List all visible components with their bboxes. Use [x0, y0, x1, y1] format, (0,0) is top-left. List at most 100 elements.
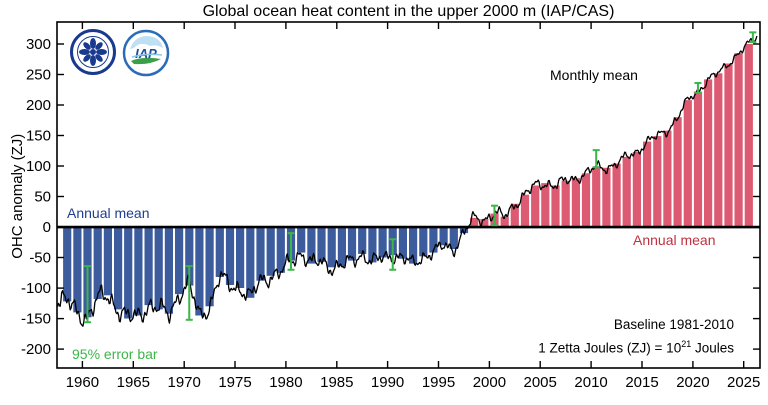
y-tick-label: -150	[21, 311, 51, 328]
annual-mean-bar	[409, 227, 418, 264]
y-tick-label: 300	[26, 36, 51, 53]
zetta-joules-note: 1 Zetta Joules (ZJ) = 1021 Joules	[538, 339, 734, 356]
annual-mean-label-negative: Annual mean	[67, 205, 150, 221]
annual-mean-bar	[520, 194, 530, 227]
x-tick-label: 2010	[574, 374, 607, 391]
x-tick-label: 2020	[676, 374, 709, 391]
x-tick-label: 2015	[625, 374, 658, 391]
annual-mean-bar	[205, 227, 214, 307]
y-tick-label: 0	[43, 219, 51, 236]
institution-logos: IAP	[70, 29, 170, 77]
x-tick-label: 1995	[422, 374, 455, 391]
annual-mean-bar	[470, 217, 479, 228]
annual-mean-bar	[297, 227, 306, 253]
plot-frame	[56, 21, 761, 369]
annual-mean-bar	[592, 167, 601, 227]
annual-mean-bar	[358, 227, 367, 254]
x-tick-label: 2000	[473, 374, 506, 391]
x-tick-label: 1975	[218, 374, 251, 391]
annual-mean-bar	[225, 227, 235, 285]
annual-mean-bar	[724, 63, 733, 227]
annual-mean-bar	[398, 227, 407, 259]
chart-notes: Baseline 1981-2010 1 Zetta Joules (ZJ) =…	[538, 317, 734, 363]
y-tick-label: -100	[21, 280, 51, 297]
y-tick-label: -50	[29, 250, 51, 267]
annual-mean-bar	[63, 227, 72, 302]
error-bar	[592, 149, 600, 169]
annual-mean-bar	[175, 227, 184, 295]
annual-mean-bar	[551, 185, 560, 227]
annual-mean-bar	[276, 227, 285, 273]
error-bar	[389, 238, 397, 271]
annual-mean-bar	[114, 227, 123, 310]
cas-logo-icon	[70, 29, 116, 75]
x-tick-label: 1960	[66, 374, 99, 391]
annual-mean-bar	[103, 227, 112, 296]
error-bar	[287, 232, 295, 271]
x-tick-label: 1965	[117, 374, 150, 391]
x-tick-label: 2025	[727, 374, 760, 391]
annual-mean-bar	[246, 227, 255, 298]
annual-mean-bar	[744, 44, 753, 228]
iap-logo-text: IAP	[135, 46, 157, 61]
annual-mean-bar	[378, 227, 387, 258]
annual-mean-bar	[439, 227, 448, 246]
annual-mean-bar	[602, 167, 611, 227]
x-tick-label: 2005	[524, 374, 557, 391]
annual-mean-bar	[215, 227, 224, 277]
annual-mean-bar	[337, 227, 346, 267]
annual-mean-bar	[632, 152, 641, 228]
baseline-note: Baseline 1981-2010	[613, 317, 734, 332]
annual-mean-bar	[581, 173, 591, 227]
annual-mean-bar	[124, 227, 133, 319]
annual-mean-bar	[510, 203, 519, 227]
annual-mean-bar	[531, 185, 540, 227]
annual-mean-bar	[144, 227, 153, 306]
iap-logo-icon: IAP	[122, 29, 170, 77]
annual-mean-bar	[195, 227, 204, 316]
annual-mean-bar	[693, 91, 703, 228]
annual-mean-bar	[449, 227, 458, 249]
annual-mean-bar	[307, 227, 316, 264]
annual-mean-bar	[612, 163, 621, 228]
y-tick-label: 150	[26, 128, 51, 145]
error-bar	[694, 82, 702, 94]
annual-mean-bar	[643, 141, 652, 227]
annual-mean-bar	[256, 227, 265, 281]
annual-mean-bar	[317, 227, 326, 262]
annual-mean-bar	[368, 227, 377, 263]
annual-mean-label-positive: Annual mean	[633, 232, 716, 248]
error-bar-label: 95% error bar	[72, 346, 158, 362]
x-tick-label: 1970	[168, 374, 201, 391]
annual-mean-bar	[571, 178, 580, 227]
monthly-mean-label: Monthly mean	[550, 67, 638, 83]
y-tick-label: 250	[26, 67, 51, 84]
annual-mean-bar	[561, 180, 570, 228]
annual-mean-bar	[327, 227, 336, 268]
annual-mean-bar	[236, 227, 245, 288]
x-tick-label: 1985	[320, 374, 353, 391]
annual-mean-bar	[185, 227, 194, 286]
annual-mean-bar	[429, 227, 438, 253]
annual-mean-bar	[714, 73, 723, 228]
y-tick-label: -200	[21, 341, 51, 358]
annual-mean-bar	[266, 227, 275, 276]
annual-mean-bar	[704, 79, 713, 228]
error-bar	[185, 265, 193, 321]
chart-title: Global ocean heat content in the upper 2…	[202, 3, 615, 20]
error-bar	[749, 31, 757, 44]
annual-mean-bar	[673, 117, 682, 227]
annual-mean-bar	[93, 227, 102, 299]
y-axis-label: OHC anomaly (ZJ)	[8, 133, 26, 259]
annual-mean-bar	[500, 216, 509, 228]
annual-mean-bar	[541, 183, 550, 227]
annual-mean-bar	[480, 219, 489, 227]
annual-mean-bar	[653, 136, 662, 227]
x-tick-label: 1990	[371, 374, 404, 391]
annual-mean-bar	[164, 227, 173, 314]
annual-mean-bar	[73, 227, 82, 313]
error-bar	[84, 265, 92, 324]
annual-mean-bar	[347, 227, 357, 261]
